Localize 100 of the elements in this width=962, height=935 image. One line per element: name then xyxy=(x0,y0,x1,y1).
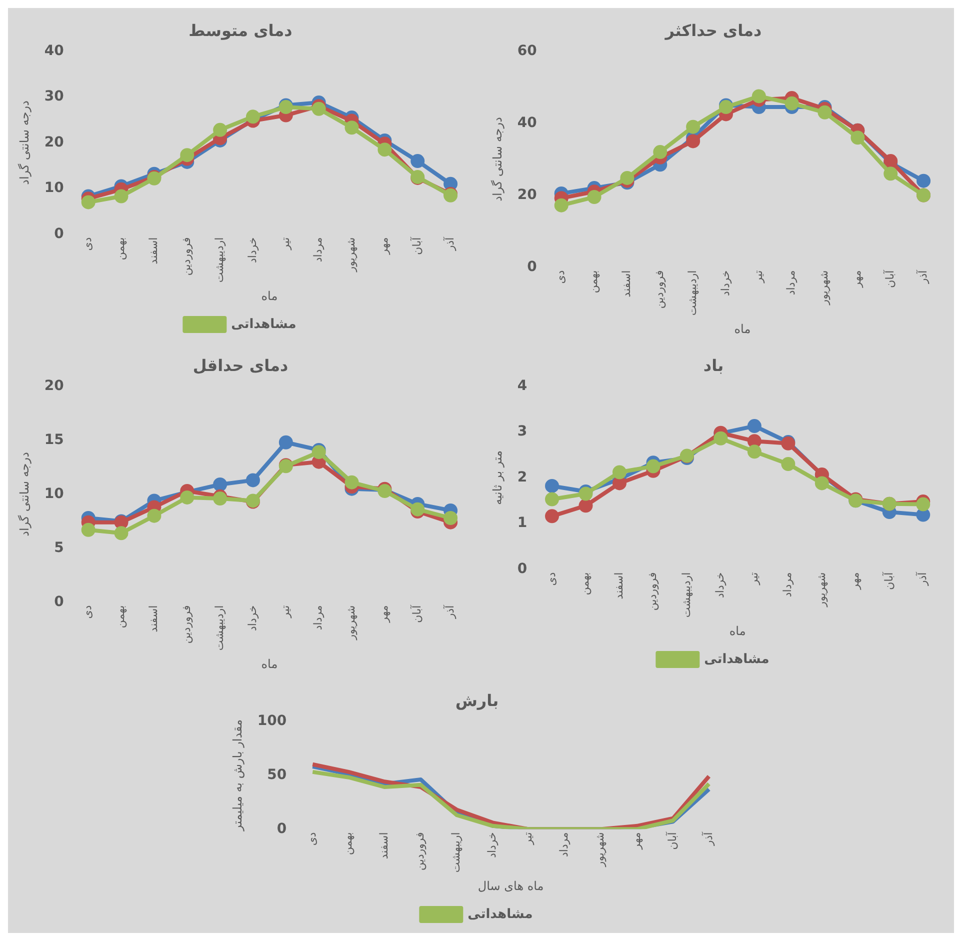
x-tick-label: اسفند xyxy=(612,572,626,600)
y-tick-label: 30 xyxy=(44,88,64,105)
y-tick-label: 100 xyxy=(257,712,287,729)
x-axis-title: ماه xyxy=(261,288,278,303)
y-tick-label: 1 xyxy=(517,515,528,532)
x-tick-label: دی xyxy=(554,270,568,284)
x-tick-label: آذر xyxy=(442,604,456,620)
y-tick-label: 10 xyxy=(44,180,64,196)
y-axis-title: مقدار بارش به میلیمتر xyxy=(230,719,244,832)
x-tick-label: خرداد xyxy=(246,237,259,263)
x-tick-label: مهر xyxy=(850,270,864,288)
legend-label: مشاهداتی xyxy=(468,906,533,922)
x-tick-label: مهر xyxy=(378,605,391,624)
x-tick-label: آبان xyxy=(882,269,896,288)
x-tick-label: بهمن xyxy=(342,832,355,856)
legend-label: مشاهداتی xyxy=(231,316,296,332)
chart-title: دمای متوسط xyxy=(188,20,292,40)
x-tick-label: بهمن xyxy=(587,270,600,294)
chart-title: بارش xyxy=(455,690,499,710)
y-axis-title: متر بر ثانیه xyxy=(490,450,504,506)
x-tick-label: آذر xyxy=(442,236,456,252)
x-tick-label: دی xyxy=(544,572,558,586)
y-tick-label: 20 xyxy=(44,134,64,150)
x-tick-label: اردیبهشت xyxy=(212,237,226,283)
x-tick-label: خرداد xyxy=(246,605,259,631)
x-tick-label: اریبهشت xyxy=(450,832,463,873)
y-tick-label: 20 xyxy=(517,186,538,203)
x-tick-label: آبان xyxy=(409,236,424,255)
x-tick-label: مرداد xyxy=(312,605,325,630)
legend-label: مشاهداتی xyxy=(704,652,770,667)
x-tick-label: اردیبهشت xyxy=(686,270,699,316)
x-tick-label: دی xyxy=(306,832,318,846)
x-tick-label: اسفند xyxy=(147,605,160,632)
x-tick-label: آبان xyxy=(409,604,424,623)
x-tick-label: اردیبهشت xyxy=(680,572,693,618)
x-tick-label: فروردین xyxy=(180,237,193,276)
chart-title: دمای حداقل xyxy=(192,356,288,375)
y-tick-label: 40 xyxy=(517,114,538,131)
x-tick-label: فروردین xyxy=(652,270,666,309)
x-tick-label: فروردین xyxy=(646,572,660,611)
x-axis-title: ماه xyxy=(729,624,746,638)
x-tick-label: آبان xyxy=(664,831,679,850)
x-tick-label: شهریور xyxy=(594,832,607,868)
x-tick-label: تیر xyxy=(747,572,760,586)
x-tick-label: آبان xyxy=(881,571,896,590)
y-axis-title: درجه سانتی گراد xyxy=(17,100,32,185)
x-axis-title: ماه xyxy=(261,656,278,671)
x-tick-label: شهریور xyxy=(818,270,831,306)
y-tick-label: 20 xyxy=(44,378,64,394)
x-tick-label: تیر xyxy=(278,605,292,619)
x-tick-label: دی xyxy=(81,237,94,251)
x-tick-label: فروردین xyxy=(180,605,193,644)
x-tick-label: تیر xyxy=(522,832,535,846)
x-tick-label: دی xyxy=(81,605,94,619)
x-tick-label: اسفند xyxy=(378,832,391,860)
x-tick-label: بهمن xyxy=(578,572,592,596)
chart-title: باد xyxy=(703,356,724,375)
y-tick-label: 60 xyxy=(517,42,538,59)
x-tick-label: مرداد xyxy=(312,237,325,262)
x-tick-label: مهر xyxy=(848,572,862,590)
x-axis-title: ماه های سال xyxy=(478,878,544,893)
x-tick-label: شهریور xyxy=(344,237,358,273)
y-tick-label: 0 xyxy=(54,594,64,610)
y-axis-title: درجه سانتی گراد xyxy=(17,452,32,536)
y-tick-label: 0 xyxy=(517,560,528,577)
x-tick-label: خرداد xyxy=(714,572,727,598)
y-tick-label: 0 xyxy=(54,226,64,242)
x-tick-label: بهمن xyxy=(114,237,128,260)
x-tick-label: تیر xyxy=(278,237,292,251)
x-tick-label: خرداد xyxy=(718,270,732,296)
y-tick-label: 40 xyxy=(44,42,64,59)
x-tick-label: مهر xyxy=(630,832,643,850)
y-tick-label: 0 xyxy=(276,820,287,837)
x-tick-label: شهریور xyxy=(344,605,358,641)
x-tick-label: مرداد xyxy=(781,572,794,598)
y-tick-label: 2 xyxy=(517,469,528,486)
x-tick-label: اسفند xyxy=(147,237,160,264)
x-tick-label: خرداد xyxy=(486,832,499,858)
y-axis-title: درجه سانتی گراد xyxy=(490,117,504,202)
y-tick-label: 50 xyxy=(267,766,287,783)
x-tick-label: آذر xyxy=(700,831,715,846)
x-tick-label: آذر xyxy=(915,269,930,285)
x-tick-label: مرداد xyxy=(784,270,798,296)
x-tick-label: آذر xyxy=(914,571,929,587)
x-tick-label: بهمن xyxy=(114,605,128,628)
y-tick-label: 10 xyxy=(44,486,64,502)
x-tick-label: تیر xyxy=(752,270,765,284)
chart-title: دمای حداکثر xyxy=(664,20,762,40)
y-tick-label: 3 xyxy=(517,424,528,440)
x-axis-title: ماه xyxy=(734,322,751,336)
x-tick-label: اسفند xyxy=(620,270,634,298)
y-tick-label: 5 xyxy=(54,540,64,556)
x-tick-label: شهریور xyxy=(814,572,828,608)
y-tick-label: 0 xyxy=(527,258,538,275)
x-tick-label: فروردین xyxy=(414,832,427,870)
x-tick-label: مهر xyxy=(378,237,391,256)
y-tick-label: 15 xyxy=(44,432,64,448)
x-tick-label: اردیبهشت xyxy=(212,605,226,651)
y-tick-label: 4 xyxy=(517,378,528,394)
x-tick-label: مرداد xyxy=(558,832,571,857)
